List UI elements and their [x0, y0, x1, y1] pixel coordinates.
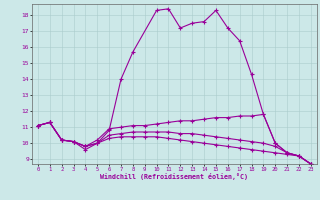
X-axis label: Windchill (Refroidissement éolien,°C): Windchill (Refroidissement éolien,°C) [100, 173, 248, 180]
